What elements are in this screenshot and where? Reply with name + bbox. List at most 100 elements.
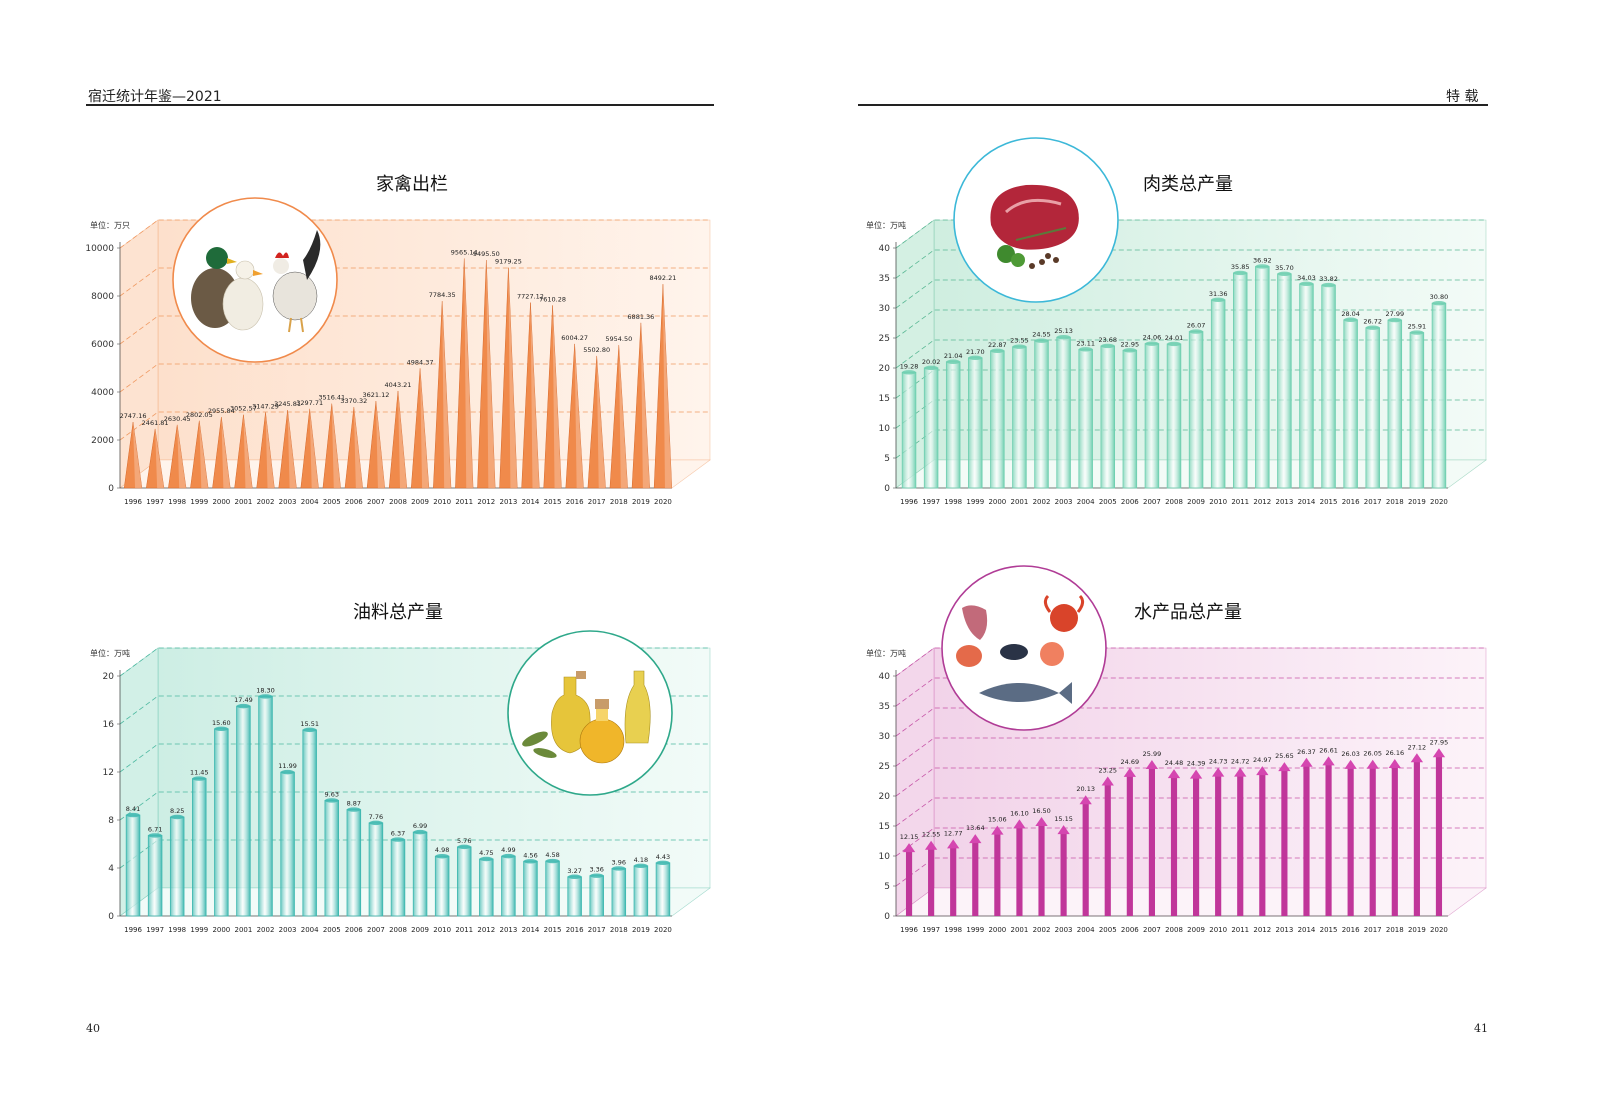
peppercorn-icon	[1029, 263, 1035, 269]
bar-arrow-shaft	[1435, 756, 1443, 916]
bar-2005	[1101, 776, 1114, 916]
bar-arrow-head	[969, 834, 982, 844]
bar-2004	[1078, 347, 1093, 489]
bar-column-cap	[170, 814, 185, 820]
bar-column-cap	[1233, 270, 1248, 276]
bar-arrow-head	[1234, 767, 1247, 777]
y-tick-label: 5	[884, 882, 890, 892]
x-tick-label: 2006	[345, 926, 363, 934]
data-label: 15.51	[300, 720, 319, 728]
squid-icon	[962, 605, 988, 640]
x-tick-label: 2012	[477, 498, 495, 506]
x-tick-label: 2003	[1055, 926, 1073, 934]
x-tick-label: 1996	[124, 926, 142, 934]
data-label: 26.37	[1297, 748, 1316, 756]
bar-1998	[945, 359, 961, 489]
bar-2019	[1409, 330, 1425, 489]
x-tick-label: 2006	[345, 498, 363, 506]
bar-cone-highlight	[375, 401, 385, 488]
bar-cone-highlight	[574, 343, 584, 488]
y-tick-label: 20	[103, 672, 115, 682]
bar-arrow-head	[1300, 757, 1313, 767]
bar-column	[214, 728, 229, 917]
y-tick-label: 6000	[91, 340, 114, 350]
bar-column	[1277, 273, 1292, 489]
bar-1997	[147, 833, 163, 917]
bar-2014	[521, 302, 540, 489]
bar-2016	[565, 343, 584, 489]
bar-cone-highlight	[133, 422, 142, 488]
bar-cone-highlight	[353, 407, 363, 488]
bar-column	[1365, 327, 1380, 489]
bar-2005	[324, 798, 340, 917]
bar-arrow-head	[1035, 817, 1048, 826]
x-tick-label: 2020	[1430, 926, 1448, 934]
bar-arrow-head	[1256, 766, 1269, 776]
y-tick-label: 12	[103, 768, 114, 778]
right-page: 特 载 41	[804, 0, 1608, 1099]
data-label: 3516.41	[318, 394, 345, 402]
bar-2006	[346, 807, 362, 917]
y-tick-label: 35	[879, 274, 890, 284]
bar-cone-highlight	[552, 305, 562, 488]
x-tick-label: 2020	[654, 498, 672, 506]
data-label: 24.69	[1121, 758, 1140, 766]
data-label: 20.13	[1076, 785, 1095, 793]
x-tick-label: 2016	[566, 498, 584, 506]
bar-column	[236, 705, 251, 917]
bar-2003	[280, 769, 295, 917]
bar-arrow-shaft	[1237, 775, 1244, 916]
bar-arrow-shaft	[1259, 774, 1266, 916]
bar-column-cap	[1410, 330, 1424, 335]
bar-2000	[990, 348, 1005, 489]
data-label: 2802.05	[186, 411, 213, 419]
bar-1996	[125, 812, 141, 917]
salmon-steak-icon	[956, 645, 982, 667]
bar-column	[1409, 332, 1425, 489]
bar-cone-highlight	[486, 260, 496, 488]
bar-2015	[1322, 756, 1335, 916]
y-tick-label: 30	[879, 732, 891, 742]
y-tick-label: 10000	[85, 244, 114, 254]
data-label: 3.27	[567, 867, 581, 875]
bar-2007	[1144, 341, 1160, 489]
bar-2014	[1299, 281, 1314, 489]
bar-2004	[302, 727, 317, 917]
bar-2001	[1013, 819, 1026, 916]
bar-column-cap	[1365, 325, 1380, 330]
bar-2016	[1343, 317, 1358, 489]
x-tick-label: 2000	[212, 926, 230, 934]
data-label: 4.43	[656, 853, 670, 861]
bar-column	[1166, 343, 1182, 489]
page-number-right: 41	[1474, 1022, 1488, 1035]
white-duck-head-icon	[235, 260, 255, 280]
x-tick-label: 2019	[1408, 926, 1426, 934]
x-tick-label: 2011	[455, 926, 473, 934]
bar-column	[1387, 319, 1403, 489]
bar-cone	[344, 407, 363, 489]
bar-arrow-shaft	[1369, 767, 1376, 916]
bar-1999	[968, 355, 983, 489]
x-tick-label: 2007	[367, 926, 385, 934]
duck-head-icon	[206, 247, 228, 269]
bar-column-cap	[1122, 348, 1137, 353]
bar-column	[346, 809, 362, 917]
data-label: 4.98	[435, 846, 449, 854]
bar-cone	[499, 267, 518, 489]
bar-cone	[278, 410, 297, 489]
bar-column-cap	[902, 370, 916, 375]
x-tick-label: 1998	[168, 498, 186, 506]
bar-column	[1100, 345, 1116, 489]
bar-cone-highlight	[596, 355, 606, 488]
bar-2008	[388, 390, 408, 489]
bar-column-cap	[236, 703, 251, 709]
x-tick-label: 2013	[499, 498, 517, 506]
bar-column-cap	[369, 820, 383, 826]
bar-2010	[1210, 297, 1226, 489]
bar-column-cap	[634, 863, 648, 869]
bar-1997	[923, 365, 939, 489]
bar-arrow-head	[1057, 825, 1070, 835]
bar-2002	[256, 412, 275, 489]
